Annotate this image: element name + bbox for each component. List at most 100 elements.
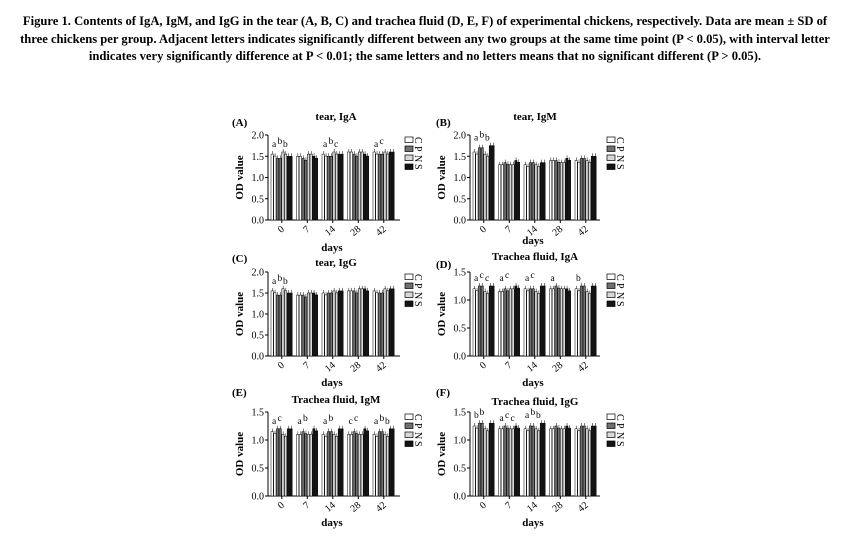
bar-n-day-28 xyxy=(562,288,566,357)
legend-label-c: C xyxy=(614,414,625,421)
legend-swatch-p xyxy=(606,422,616,429)
bar-s-day-28 xyxy=(366,430,369,497)
x-tick-label: 7 xyxy=(301,500,312,512)
panel-e: (E) Trachea fluid, IgM 0.0 0.5 1.0 1.5 OD valu… xyxy=(232,387,423,529)
bar-p-day-14 xyxy=(329,292,333,357)
bar-p-day-28 xyxy=(557,162,561,221)
bar-n-day-28 xyxy=(562,162,566,221)
y-axis-title: OD value xyxy=(436,432,448,476)
bar-c-day-0 xyxy=(270,153,274,221)
bar-n-day-0 xyxy=(284,290,288,357)
bar-c-day-7 xyxy=(498,164,502,221)
x-tick-label: 0 xyxy=(276,224,287,236)
bar-p-day-28 xyxy=(355,155,359,221)
bar-s-day-42 xyxy=(388,288,392,357)
panel-d: (D) Trachea fluid, IgA 0.0 0.5 1.0 1.5 OD valu… xyxy=(436,251,625,389)
bar-s-day-14 xyxy=(539,162,543,221)
legend-swatch-c xyxy=(606,413,616,420)
significance-letter: a xyxy=(551,274,556,284)
bar-n-day-0 xyxy=(483,428,487,497)
bar-s-day-7 xyxy=(517,427,520,497)
bar-n-day-14 xyxy=(335,153,339,221)
bar-n-day-7 xyxy=(509,428,512,497)
bar-p-day-42 xyxy=(580,285,583,357)
bar-n-day-7 xyxy=(307,434,310,497)
x-axis-title: days xyxy=(321,242,343,254)
bar-c-day-28 xyxy=(549,428,553,497)
legend-label-s: S xyxy=(614,441,625,447)
bar-n-day-7 xyxy=(307,292,310,357)
bar-p-day-7 xyxy=(304,433,308,497)
figure-caption: Figure 1. Contents of IgA, IgM, and IgG … xyxy=(20,13,830,66)
panel-title: tear, IgM xyxy=(513,111,557,123)
significance-letter: c xyxy=(531,271,535,281)
y-tick-label: 1.0 xyxy=(252,173,265,184)
significance-letter: c xyxy=(354,414,358,424)
bar-s-day-14 xyxy=(337,290,341,357)
significance-letter: b xyxy=(480,131,485,141)
y-tick-label: 0.0 xyxy=(252,352,265,363)
bar-n-day-0 xyxy=(281,151,285,221)
bar-p-day-0 xyxy=(278,158,282,221)
bar-c-day-42 xyxy=(574,428,578,497)
panel-label: (F) xyxy=(436,387,450,399)
legend-label-p: P xyxy=(614,423,625,429)
bar-p-day-0 xyxy=(276,158,279,221)
bar-s-day-0 xyxy=(289,156,293,221)
bar-p-day-42 xyxy=(580,158,583,221)
legend-swatch-c xyxy=(404,413,414,420)
legend-label-p: P xyxy=(614,283,625,289)
bar-p-day-14 xyxy=(529,425,532,497)
bar-c-day-7 xyxy=(298,156,302,221)
legend-label-s: S xyxy=(412,441,423,447)
bar-c-day-0 xyxy=(472,425,476,497)
bar-p-day-7 xyxy=(503,425,507,497)
significance-letter: a xyxy=(500,414,505,424)
bar-s-day-0 xyxy=(488,145,492,221)
bar-c-day-7 xyxy=(500,164,504,221)
bar-p-day-42 xyxy=(378,153,381,221)
bar-n-day-42 xyxy=(383,151,387,221)
bar-c-day-14 xyxy=(526,430,530,497)
bar-c-day-28 xyxy=(551,428,555,497)
y-tick-label: 0.5 xyxy=(454,194,467,205)
y-tick-label: 1.0 xyxy=(252,436,265,447)
bar-s-day-7 xyxy=(315,157,318,221)
bar-p-day-28 xyxy=(554,425,558,497)
bar-p-day-7 xyxy=(301,431,305,497)
bar-s-day-42 xyxy=(590,285,594,357)
bar-c-day-0 xyxy=(273,292,277,357)
y-axis-title: OD value xyxy=(436,292,448,336)
bar-p-day-14 xyxy=(531,162,535,221)
x-tick-label: 28 xyxy=(348,500,363,515)
significance-letter: c xyxy=(349,417,353,427)
bar-s-day-42 xyxy=(593,156,597,221)
bar-s-day-28 xyxy=(568,290,571,357)
bar-p-day-14 xyxy=(531,425,535,497)
bar-c-day-0 xyxy=(472,288,476,357)
legend-label-n: N xyxy=(412,432,423,439)
bar-n-day-7 xyxy=(511,428,515,497)
significance-letter: c xyxy=(334,140,338,150)
bar-c-day-7 xyxy=(500,291,504,357)
legend-swatch-c xyxy=(606,273,616,280)
bar-p-day-42 xyxy=(380,153,384,221)
y-tick-label: 0.0 xyxy=(252,492,265,503)
y-tick-label: 2.0 xyxy=(252,268,265,279)
significance-letter: b xyxy=(380,414,385,424)
bar-c-day-42 xyxy=(574,160,578,221)
bar-c-day-28 xyxy=(549,160,553,221)
legend-swatch-n xyxy=(606,431,616,438)
bar-p-day-42 xyxy=(580,425,583,497)
bar-c-day-14 xyxy=(321,292,325,357)
legend-label-n: N xyxy=(614,432,625,439)
bar-p-day-28 xyxy=(352,153,356,221)
bar-n-day-0 xyxy=(486,155,490,221)
bar-c-day-7 xyxy=(498,291,502,357)
bar-n-day-7 xyxy=(509,288,512,357)
significance-letter: a xyxy=(374,140,379,150)
bar-n-day-42 xyxy=(585,160,589,221)
bar-n-day-28 xyxy=(560,288,563,357)
x-tick-label: 42 xyxy=(576,224,591,239)
bar-p-day-0 xyxy=(480,422,484,497)
